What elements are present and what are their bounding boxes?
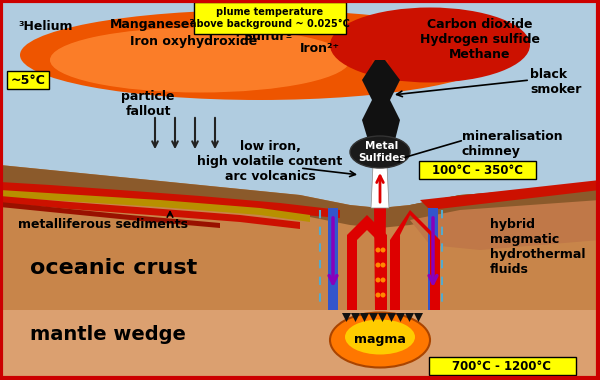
- Polygon shape: [374, 208, 386, 310]
- Text: oceanic crust: oceanic crust: [30, 258, 197, 278]
- Polygon shape: [420, 180, 600, 210]
- Text: plume temperature
above background ~ 0.025°C: plume temperature above background ~ 0.0…: [190, 7, 350, 29]
- Ellipse shape: [380, 293, 386, 298]
- Ellipse shape: [330, 312, 430, 367]
- Text: Sulfurº: Sulfurº: [243, 30, 293, 43]
- Text: 100°C - 350°C: 100°C - 350°C: [431, 163, 523, 176]
- Polygon shape: [351, 313, 360, 322]
- Polygon shape: [405, 313, 414, 322]
- Polygon shape: [328, 208, 338, 310]
- Text: metalliferous sediments: metalliferous sediments: [18, 218, 188, 231]
- Ellipse shape: [330, 8, 530, 82]
- Text: mineralisation
chimney: mineralisation chimney: [462, 130, 563, 158]
- Polygon shape: [390, 210, 440, 310]
- FancyBboxPatch shape: [7, 71, 49, 89]
- Text: black
smoker: black smoker: [530, 68, 581, 96]
- Ellipse shape: [350, 136, 410, 168]
- Ellipse shape: [376, 277, 380, 282]
- Ellipse shape: [380, 247, 386, 252]
- Polygon shape: [0, 165, 600, 310]
- Polygon shape: [342, 313, 351, 322]
- Polygon shape: [0, 165, 600, 228]
- Text: 700°C - 1200°C: 700°C - 1200°C: [452, 359, 551, 372]
- Text: Iron²⁺: Iron²⁺: [300, 42, 340, 55]
- Polygon shape: [0, 190, 310, 222]
- Text: ³Helium: ³Helium: [18, 20, 73, 33]
- FancyBboxPatch shape: [429, 357, 576, 375]
- Ellipse shape: [20, 10, 500, 100]
- Text: hybrid
magmatic
hydrothermal
fluids: hybrid magmatic hydrothermal fluids: [490, 218, 586, 276]
- Polygon shape: [410, 185, 600, 220]
- FancyBboxPatch shape: [194, 2, 346, 34]
- Text: Carbon dioxide
Hydrogen sulfide
Methane: Carbon dioxide Hydrogen sulfide Methane: [420, 18, 540, 61]
- Ellipse shape: [380, 263, 386, 268]
- Text: mantle wedge: mantle wedge: [30, 325, 186, 344]
- Text: magma: magma: [354, 334, 406, 347]
- Polygon shape: [0, 182, 340, 218]
- Polygon shape: [360, 313, 369, 322]
- Polygon shape: [396, 313, 405, 322]
- Text: Manganese²⁺: Manganese²⁺: [110, 18, 203, 31]
- Polygon shape: [362, 60, 400, 165]
- Polygon shape: [347, 215, 387, 310]
- Ellipse shape: [380, 277, 386, 282]
- Polygon shape: [414, 313, 423, 322]
- Polygon shape: [0, 196, 300, 229]
- Ellipse shape: [345, 320, 415, 355]
- Ellipse shape: [376, 263, 380, 268]
- Polygon shape: [378, 313, 387, 322]
- Polygon shape: [387, 313, 396, 322]
- Polygon shape: [410, 200, 600, 250]
- Text: ~5°C: ~5°C: [11, 73, 46, 87]
- Text: low iron,
high volatile content
arc volcanics: low iron, high volatile content arc volc…: [197, 140, 343, 183]
- Ellipse shape: [376, 293, 380, 298]
- Polygon shape: [0, 202, 220, 228]
- Polygon shape: [428, 208, 438, 310]
- Text: Iron oxyhydroxide: Iron oxyhydroxide: [130, 35, 257, 48]
- FancyBboxPatch shape: [419, 161, 536, 179]
- Polygon shape: [0, 310, 600, 380]
- Polygon shape: [368, 60, 392, 90]
- Polygon shape: [369, 313, 378, 322]
- Ellipse shape: [50, 27, 350, 92]
- Text: Metal
Sulfides: Metal Sulfides: [358, 141, 406, 163]
- Text: particle
fallout: particle fallout: [121, 90, 175, 118]
- Polygon shape: [371, 165, 389, 208]
- Ellipse shape: [376, 247, 380, 252]
